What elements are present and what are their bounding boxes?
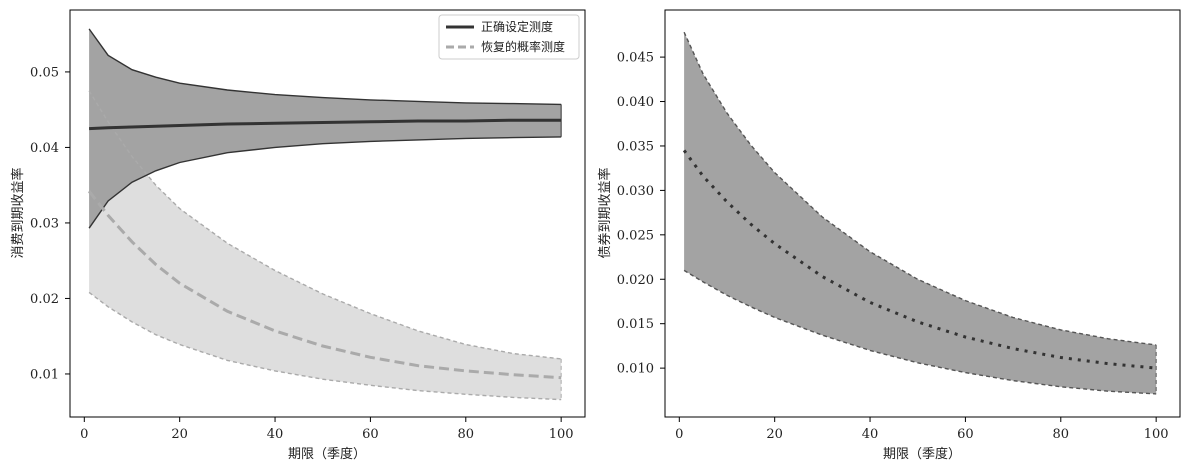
y-tick-label: 0.015 <box>617 317 654 332</box>
x-axis-label: 期限（季度） <box>883 446 961 462</box>
confidence-bands <box>89 28 562 400</box>
y-tick-label: 0.040 <box>617 95 654 110</box>
x-tick-label: 100 <box>1144 427 1169 442</box>
x-tick-label: 100 <box>549 427 574 442</box>
y-tick-label: 0.035 <box>617 139 654 154</box>
band-upper-edge-1 <box>88 90 562 360</box>
y-axis-ticks: 0.01 0.02 0.03 0.04 0.05 <box>30 65 70 382</box>
y-tick-label: 0.025 <box>617 228 654 243</box>
mean-line-0 <box>682 149 1157 370</box>
x-axis-label: 期限（季度） <box>288 446 366 462</box>
y-axis-label: 消费到期收益率 <box>10 167 26 258</box>
y-tick-label: 0.010 <box>617 362 654 377</box>
y-axis-ticks: 0.010 0.015 0.020 0.025 0.030 0.035 0.040 0.045 <box>617 51 665 377</box>
band-lower-edge-0 <box>683 269 1157 395</box>
x-tick-label: 0 <box>80 427 88 442</box>
x-tick-label: 80 <box>458 427 475 442</box>
band-edges <box>683 31 1157 395</box>
x-tick-label: 0 <box>675 427 683 442</box>
band-upper-edge-0 <box>683 31 1157 346</box>
confidence-band-0 <box>684 32 1157 394</box>
plot-frame <box>69 9 586 418</box>
legend-label-correct-measure: 正确设定测度 <box>481 19 553 34</box>
bond-yield-panel: 0 20 40 60 80 100 0.0100.0150.0200.0250.0300.… <box>597 9 1181 462</box>
confidence-band-0 <box>89 28 562 229</box>
x-tick-label: 40 <box>862 427 879 442</box>
legend-label-recovered-measure: 恢复的概率测度 <box>481 39 565 54</box>
x-tick-label: 20 <box>766 427 783 442</box>
x-tick-label: 20 <box>171 427 188 442</box>
mean-lines <box>87 118 562 380</box>
x-tick-label: 80 <box>1053 427 1070 442</box>
confidence-bands <box>684 32 1157 394</box>
x-axis-ticks: 0 20 40 60 80 100 <box>80 417 574 442</box>
y-tick-label: 0.02 <box>30 292 59 307</box>
x-tick-label: 40 <box>267 427 284 442</box>
mean-line-1 <box>87 190 562 380</box>
mean-lines <box>682 149 1157 370</box>
y-tick-label: 0.03 <box>30 216 59 231</box>
legend: 正确设定测度 恢复的概率测度 <box>438 14 580 60</box>
y-tick-label: 0.01 <box>30 367 59 382</box>
band-lower-edge-1 <box>88 291 562 401</box>
band-upper-edge-0 <box>88 28 562 106</box>
y-tick-label: 0.020 <box>617 273 654 288</box>
mean-line-0 <box>89 118 562 131</box>
x-axis-ticks: 0 20 40 60 80 100 <box>675 417 1169 442</box>
consumption-yield-panel: 0 20 40 60 80 100 0.01 0.02 0.03 0.04 0.05 期限（季度）… <box>10 9 586 462</box>
band-edges <box>88 28 562 401</box>
x-tick-label: 60 <box>957 427 974 442</box>
band-lower-edge-0 <box>88 136 562 229</box>
y-tick-label: 0.030 <box>617 184 654 199</box>
x-tick-label: 60 <box>362 427 379 442</box>
y-axis-label: 债券到期收益率 <box>597 167 613 258</box>
y-tick-label: 0.04 <box>30 141 59 156</box>
y-tick-label: 0.045 <box>617 51 654 66</box>
y-tick-label: 0.05 <box>30 65 59 80</box>
confidence-band-1 <box>89 90 562 400</box>
plot-frame <box>664 9 1181 418</box>
